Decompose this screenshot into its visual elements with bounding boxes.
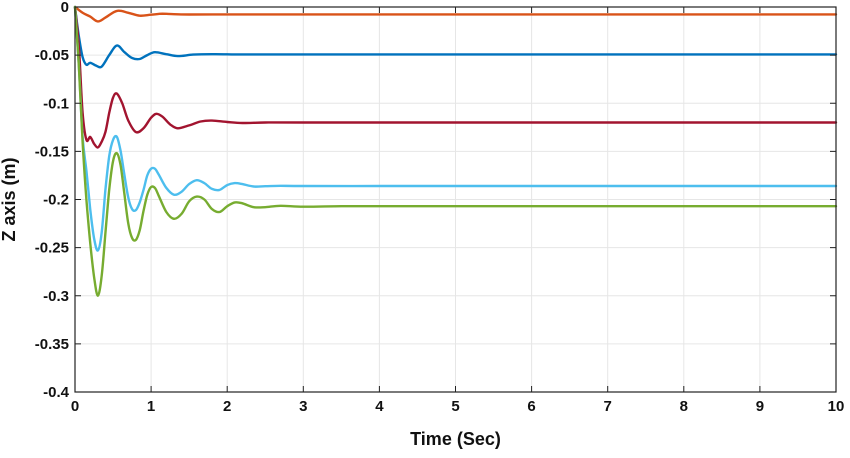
y-tick-label: -0.4 (43, 384, 70, 401)
y-tick-label: -0.25 (35, 240, 69, 257)
y-tick-label: -0.35 (35, 336, 69, 353)
x-tick-label: 3 (299, 398, 307, 415)
y-axis-label: Z axis (m) (0, 157, 19, 241)
axes: 0 1 2 3 4 5 6 7 8 9 10 0 -0.05 -0.1 -0.15 -0.2 -0.25 -0.3… (35, 0, 845, 415)
x-tick-label: 4 (375, 398, 384, 415)
y-tick-label: -0.05 (35, 47, 69, 64)
series-line-2 (73, 5, 838, 69)
series-line-3 (73, 5, 838, 149)
x-tick-label: 7 (604, 398, 612, 415)
series-line-4 (73, 5, 838, 252)
grid (74, 6, 837, 393)
x-tick-label: 5 (451, 398, 459, 415)
y-tick-label: -0.3 (43, 288, 69, 305)
series-group (73, 5, 838, 297)
y-tick-label: 0 (61, 0, 69, 16)
x-tick-label: 9 (756, 398, 764, 415)
y-tick-label: -0.2 (43, 192, 69, 209)
y-tick-label: -0.15 (35, 143, 69, 160)
x-tick-label: 2 (223, 398, 231, 415)
x-tick-label: 1 (147, 398, 155, 415)
x-tick-label: 0 (71, 398, 79, 415)
x-tick-label: 10 (828, 398, 845, 415)
x-tick-label: 6 (527, 398, 535, 415)
series-line-5 (73, 5, 838, 297)
x-axis-label: Time (Sec) (410, 429, 501, 449)
series-line-1 (73, 5, 838, 23)
y-tick-label: -0.1 (43, 95, 69, 112)
x-tick-label: 8 (680, 398, 688, 415)
